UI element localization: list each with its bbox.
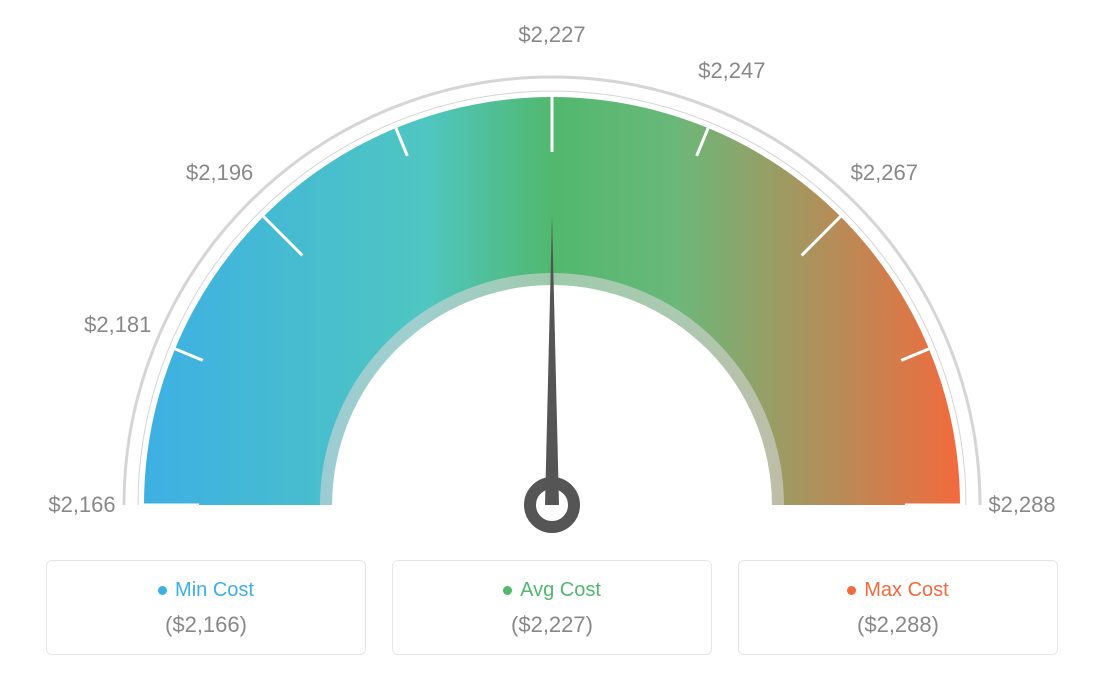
max-cost-title: Max Cost bbox=[847, 579, 948, 602]
min-cost-title: Min Cost bbox=[158, 579, 254, 602]
gauge-tick-label: $2,166 bbox=[48, 492, 115, 518]
max-cost-card: Max Cost ($2,288) bbox=[738, 560, 1058, 655]
max-cost-value: ($2,288) bbox=[739, 612, 1057, 638]
gauge-tick-label: $2,181 bbox=[84, 312, 151, 338]
gauge-chart: $2,166 $2,181 $2,196 $2,227 $2,247 $2,267 $2,2… bbox=[0, 20, 1104, 570]
avg-cost-value: ($2,227) bbox=[393, 612, 711, 638]
min-cost-card: Min Cost ($2,166) bbox=[46, 560, 366, 655]
max-cost-label: Max Cost bbox=[864, 579, 948, 602]
gauge-svg bbox=[0, 20, 1104, 570]
avg-dot-icon bbox=[503, 586, 512, 595]
avg-cost-title: Avg Cost bbox=[503, 579, 601, 602]
min-cost-value: ($2,166) bbox=[47, 612, 365, 638]
avg-cost-card: Avg Cost ($2,227) bbox=[392, 560, 712, 655]
min-cost-label: Min Cost bbox=[175, 579, 254, 602]
gauge-tick-label: $2,247 bbox=[698, 58, 765, 84]
min-dot-icon bbox=[158, 586, 167, 595]
gauge-tick-label: $2,288 bbox=[988, 492, 1055, 518]
avg-cost-label: Avg Cost bbox=[520, 579, 601, 602]
gauge-tick-label: $2,196 bbox=[186, 160, 253, 186]
summary-cards: Min Cost ($2,166) Avg Cost ($2,227) Max … bbox=[46, 560, 1058, 655]
gauge-tick-label: $2,267 bbox=[851, 160, 918, 186]
gauge-tick-label: $2,227 bbox=[518, 22, 585, 48]
max-dot-icon bbox=[847, 586, 856, 595]
